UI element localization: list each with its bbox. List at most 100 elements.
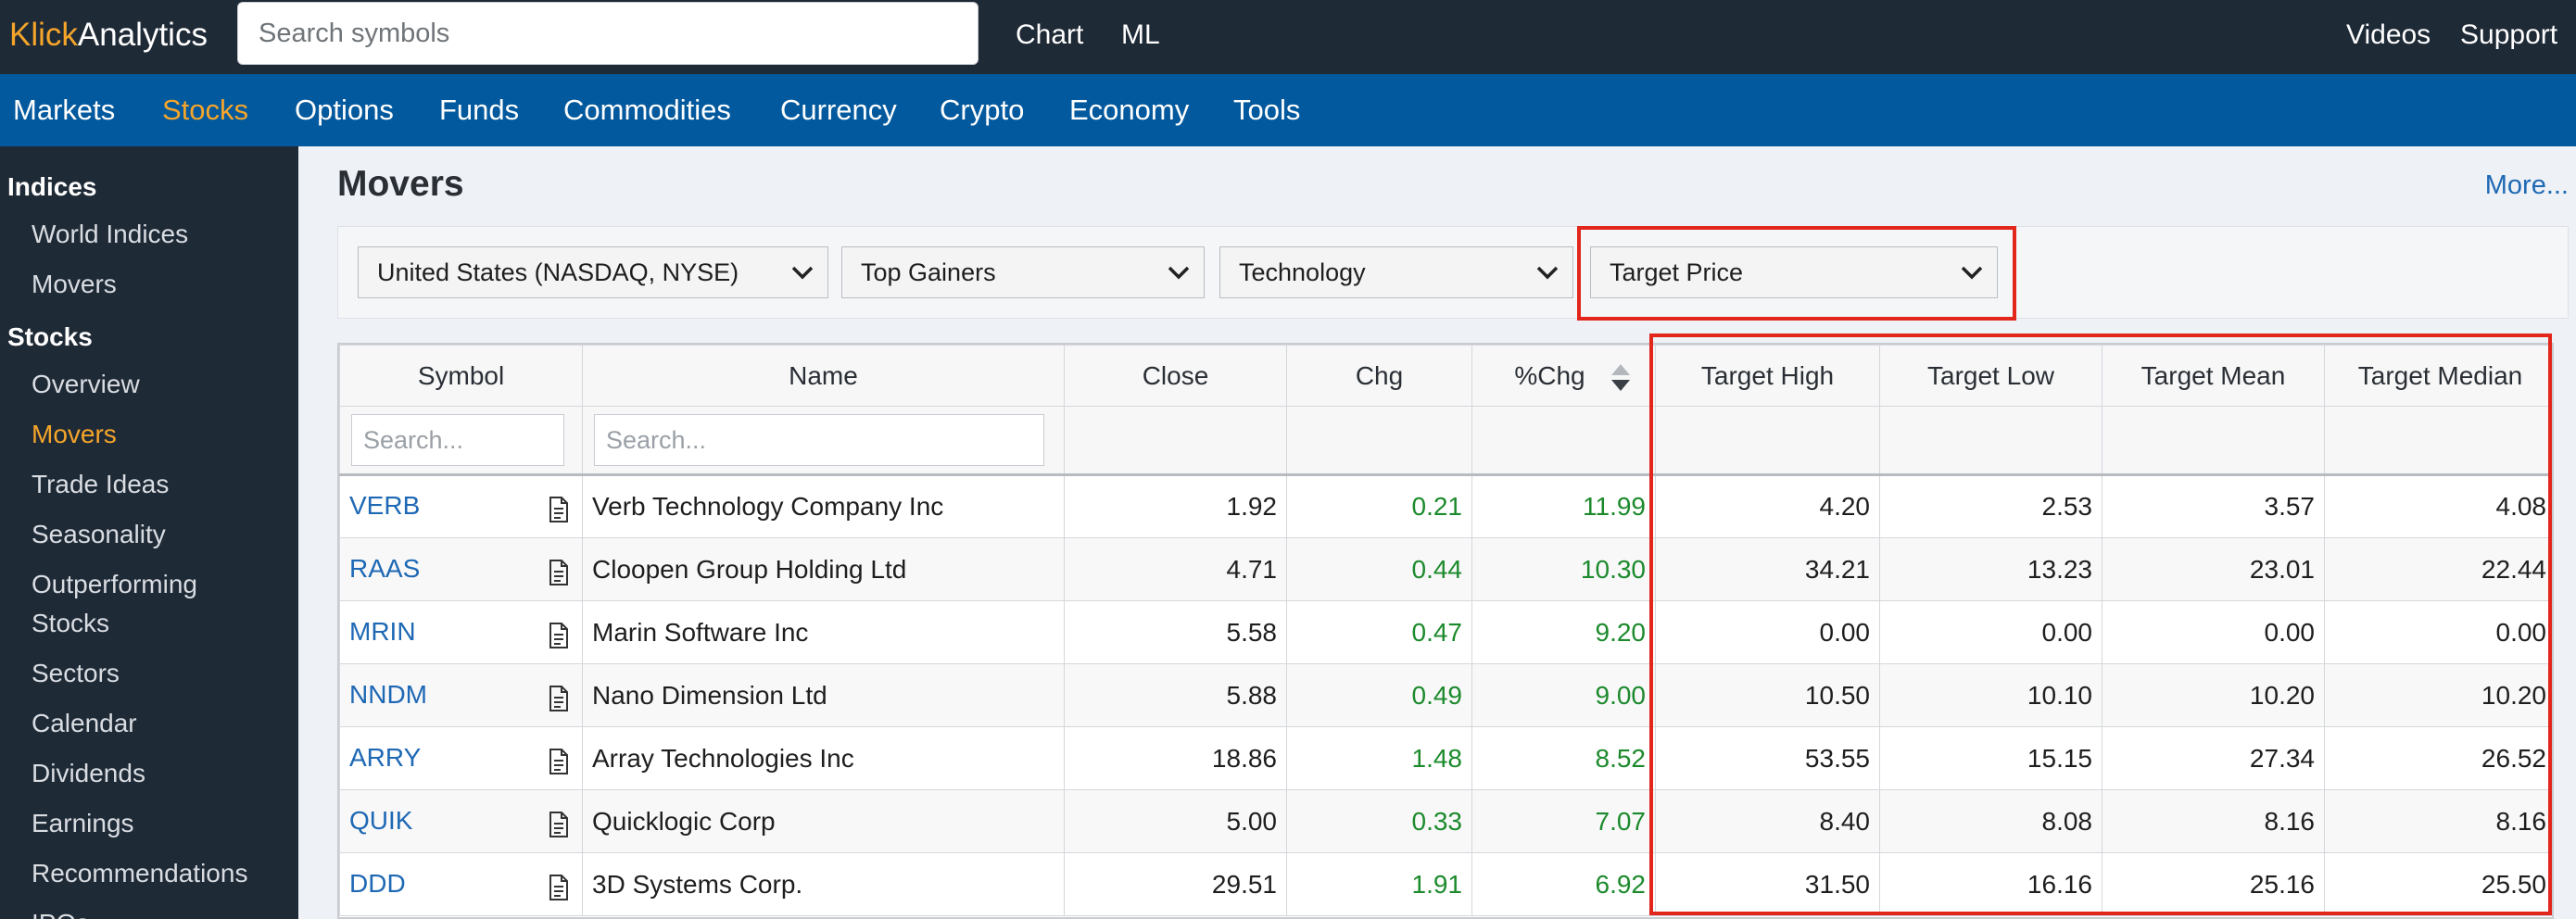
column-header-pct-chg[interactable]: %Chg — [1471, 345, 1656, 407]
column-header-name[interactable]: Name — [582, 345, 1065, 407]
column-header-target-low[interactable]: Target Low — [1879, 345, 2102, 407]
column-header-target-high[interactable]: Target High — [1655, 345, 1880, 407]
table-row[interactable]: DDD 3D Systems Corp. 29.51 1.91 6.92 31.50 16.… — [339, 852, 2552, 916]
document-icon[interactable] — [549, 622, 569, 648]
name-filter-input[interactable] — [594, 414, 1044, 466]
sidebar-item-indices-movers[interactable]: Movers — [32, 270, 117, 298]
sidebar-item-recommendations[interactable]: Recommendations — [32, 859, 248, 888]
document-icon[interactable] — [549, 748, 569, 774]
name-filter-cell — [582, 406, 1065, 476]
column-header-close[interactable]: Close — [1064, 345, 1287, 407]
close-cell: 5.00 — [1064, 789, 1287, 853]
sort-desc-icon[interactable] — [1610, 362, 1631, 394]
symbol-cell: QUIK — [339, 789, 583, 853]
symbol-filter-cell — [339, 406, 583, 476]
nav-funds[interactable]: Funds — [439, 94, 520, 126]
sector-select[interactable]: Technology — [1219, 246, 1573, 298]
nav-crypto[interactable]: Crypto — [940, 94, 1025, 126]
table-row[interactable]: VERB Verb Technology Company Inc 1.92 0.21 1… — [339, 474, 2552, 538]
chg-cell: 0.49 — [1286, 663, 1472, 727]
nav-stocks[interactable]: Stocks — [162, 94, 249, 126]
symbol-link[interactable]: DDD — [349, 868, 406, 898]
document-icon[interactable] — [549, 497, 569, 522]
name-cell: 3D Systems Corp. — [582, 852, 1065, 916]
nav-currency[interactable]: Currency — [780, 94, 897, 126]
target-median-cell: 26.52 — [2324, 726, 2552, 790]
sidebar-item-outperforming-stocks[interactable]: Outperforming Stocks — [32, 570, 197, 637]
document-icon[interactable] — [549, 811, 569, 837]
sidebar-item-overview[interactable]: Overview — [32, 370, 140, 398]
symbol-link[interactable]: VERB — [349, 491, 421, 520]
table-row[interactable]: NNDM Nano Dimension Ltd 5.88 0.49 9.00 10.50 1… — [339, 663, 2552, 727]
document-icon[interactable] — [549, 559, 569, 585]
target-high-cell: 0.00 — [1655, 600, 1880, 664]
sidebar-item-movers[interactable]: Movers — [32, 420, 117, 448]
close-cell: 4.71 — [1064, 537, 1287, 601]
column-header-chg[interactable]: Chg — [1286, 345, 1472, 407]
nav-tools[interactable]: Tools — [1233, 94, 1301, 126]
sidebar-item-dividends[interactable]: Dividends — [32, 759, 145, 787]
table-row[interactable]: MRIN Marin Software Inc 5.58 0.47 9.20 0.00 0.… — [339, 600, 2552, 664]
sidebar-item-seasonality[interactable]: Seasonality — [32, 520, 166, 548]
view-select[interactable]: Target Price — [1590, 246, 1998, 298]
column-header-pct-chg-label: %Chg — [1514, 360, 1585, 390]
sidebar-item-trade-ideas[interactable]: Trade Ideas — [32, 470, 170, 498]
nav-commodities[interactable]: Commodities — [563, 94, 731, 126]
symbol-cell: RAAS — [339, 537, 583, 601]
nav-markets[interactable]: Markets — [13, 94, 116, 126]
close-cell: 18.86 — [1064, 726, 1287, 790]
column-header-target-median[interactable]: Target Median — [2324, 345, 2552, 407]
chg-cell: 0.44 — [1286, 537, 1472, 601]
filter-cell — [1286, 406, 1472, 476]
support-link[interactable]: Support — [2460, 19, 2558, 50]
target-high-cell: 53.55 — [1655, 726, 1880, 790]
mover-type-select[interactable]: Top Gainers — [841, 246, 1205, 298]
sidebar-item-calendar[interactable]: Calendar — [32, 709, 137, 737]
target-low-cell: 13.23 — [1879, 537, 2102, 601]
nav-economy[interactable]: Economy — [1069, 94, 1190, 126]
nav-options[interactable]: Options — [295, 94, 394, 126]
chevron-down-icon — [1536, 266, 1559, 280]
symbol-link[interactable]: QUIK — [349, 805, 413, 835]
name-cell: Nano Dimension Ltd — [582, 663, 1065, 727]
document-icon[interactable] — [549, 685, 569, 711]
target-mean-cell: 10.20 — [2102, 663, 2325, 727]
sidebar-item-sectors[interactable]: Sectors — [32, 659, 120, 687]
videos-link[interactable]: Videos — [2346, 19, 2431, 50]
view-select-value: Target Price — [1610, 258, 1744, 286]
ml-link[interactable]: ML — [1121, 19, 1160, 50]
sidebar-item-world-indices[interactable]: World Indices — [32, 220, 189, 248]
sidebar-item-earnings[interactable]: Earnings — [32, 809, 134, 837]
table-row[interactable]: QUIK Quicklogic Corp 5.00 0.33 7.07 8.40 8.08 8… — [339, 789, 2552, 853]
symbol-cell: MRIN — [339, 600, 583, 664]
logo[interactable]: KlickAnalytics — [9, 17, 208, 54]
symbol-search-input[interactable] — [237, 2, 979, 65]
target-low-cell: 2.53 — [1879, 474, 2102, 538]
symbol-link[interactable]: NNDM — [349, 679, 427, 709]
table-row[interactable]: ARRY Array Technologies Inc 18.86 1.48 8.52 5… — [339, 726, 2552, 790]
symbol-link[interactable]: ARRY — [349, 742, 422, 772]
name-cell: Marin Software Inc — [582, 600, 1065, 664]
pct-chg-cell: 8.52 — [1471, 726, 1656, 790]
column-header-symbol[interactable]: Symbol — [339, 345, 583, 407]
column-header-target-mean[interactable]: Target Mean — [2102, 345, 2325, 407]
close-cell: 5.88 — [1064, 663, 1287, 727]
target-mean-cell: 8.16 — [2102, 789, 2325, 853]
document-icon[interactable] — [549, 874, 569, 900]
chart-link[interactable]: Chart — [1016, 19, 1084, 50]
table-row[interactable]: RAAS Cloopen Group Holding Ltd 4.71 0.44 10.… — [339, 537, 2552, 601]
close-cell: 1.92 — [1064, 474, 1287, 538]
symbol-link[interactable]: MRIN — [349, 616, 416, 646]
symbol-filter-input[interactable] — [351, 414, 564, 466]
more-link[interactable]: More... — [2484, 170, 2569, 200]
target-median-cell: 22.44 — [2324, 537, 2552, 601]
sidebar-item-ipos[interactable]: IPOs — [32, 904, 291, 919]
market-select-value: United States (NASDAQ, NYSE) — [377, 258, 739, 286]
mover-type-select-value: Top Gainers — [861, 258, 996, 286]
target-mean-cell: 23.01 — [2102, 537, 2325, 601]
symbol-link[interactable]: RAAS — [349, 553, 421, 583]
target-mean-cell: 0.00 — [2102, 600, 2325, 664]
chg-cell: 0.47 — [1286, 600, 1472, 664]
market-select[interactable]: United States (NASDAQ, NYSE) — [358, 246, 828, 298]
target-low-cell: 16.16 — [1879, 852, 2102, 916]
